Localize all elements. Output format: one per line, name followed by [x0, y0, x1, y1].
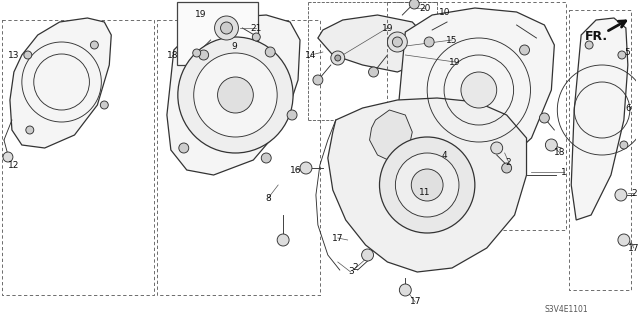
Text: 5: 5 [624, 47, 630, 57]
Circle shape [502, 163, 511, 173]
Circle shape [277, 234, 289, 246]
Polygon shape [397, 8, 554, 182]
Circle shape [618, 51, 626, 59]
Circle shape [265, 47, 275, 57]
Circle shape [615, 189, 627, 201]
Text: 2: 2 [631, 188, 637, 197]
Polygon shape [167, 15, 300, 175]
Polygon shape [369, 110, 412, 162]
Text: 6: 6 [625, 103, 631, 113]
Text: 10: 10 [439, 7, 451, 17]
Text: 17: 17 [332, 234, 344, 243]
Circle shape [178, 37, 293, 153]
Text: 2: 2 [353, 263, 358, 273]
Circle shape [461, 72, 497, 108]
Text: 3: 3 [348, 268, 353, 276]
Circle shape [410, 150, 420, 160]
Text: 19: 19 [195, 10, 207, 19]
Circle shape [399, 284, 412, 296]
Circle shape [392, 37, 403, 47]
Circle shape [300, 162, 312, 174]
Circle shape [520, 45, 529, 55]
Text: 12: 12 [8, 161, 20, 170]
Circle shape [412, 169, 443, 201]
Circle shape [331, 51, 345, 65]
Text: 2: 2 [506, 157, 511, 166]
Circle shape [620, 141, 628, 149]
Circle shape [194, 53, 277, 137]
Text: 17: 17 [628, 244, 639, 252]
Circle shape [193, 49, 201, 57]
Circle shape [410, 0, 419, 9]
Circle shape [362, 249, 374, 261]
Text: 20: 20 [419, 4, 431, 12]
Circle shape [252, 33, 260, 41]
Circle shape [387, 32, 407, 52]
Polygon shape [572, 18, 628, 220]
Circle shape [540, 113, 549, 123]
Text: 18: 18 [167, 51, 179, 60]
Text: 9: 9 [232, 42, 237, 51]
Circle shape [335, 55, 340, 61]
Circle shape [221, 22, 232, 34]
Circle shape [380, 137, 475, 233]
Circle shape [261, 153, 271, 163]
Text: 4: 4 [441, 150, 447, 159]
Text: 19: 19 [381, 23, 393, 33]
Circle shape [585, 41, 593, 49]
Text: 17: 17 [410, 298, 421, 307]
Text: 18: 18 [554, 148, 565, 156]
Polygon shape [10, 18, 111, 148]
Text: FR.: FR. [584, 29, 607, 43]
Circle shape [618, 234, 630, 246]
Circle shape [424, 37, 434, 47]
Circle shape [369, 67, 378, 77]
Text: S3V4E1101: S3V4E1101 [545, 306, 588, 315]
Circle shape [313, 75, 323, 85]
Text: 14: 14 [305, 51, 317, 60]
Circle shape [214, 16, 239, 40]
Text: 19: 19 [449, 58, 461, 67]
Circle shape [545, 139, 557, 151]
Circle shape [198, 50, 209, 60]
Circle shape [287, 110, 297, 120]
Text: 21: 21 [251, 23, 262, 33]
Circle shape [396, 153, 459, 217]
Text: 15: 15 [446, 36, 458, 44]
Circle shape [491, 142, 502, 154]
Circle shape [90, 41, 99, 49]
Polygon shape [318, 15, 429, 72]
Circle shape [179, 143, 189, 153]
Text: 1: 1 [561, 167, 567, 177]
Circle shape [100, 101, 108, 109]
Polygon shape [328, 98, 527, 272]
Text: 16: 16 [291, 165, 302, 174]
Circle shape [218, 77, 253, 113]
Circle shape [26, 126, 34, 134]
Circle shape [3, 152, 13, 162]
Text: 8: 8 [266, 194, 271, 203]
Text: 11: 11 [419, 188, 431, 196]
Circle shape [24, 51, 32, 59]
Text: 13: 13 [8, 51, 20, 60]
Polygon shape [177, 2, 259, 65]
